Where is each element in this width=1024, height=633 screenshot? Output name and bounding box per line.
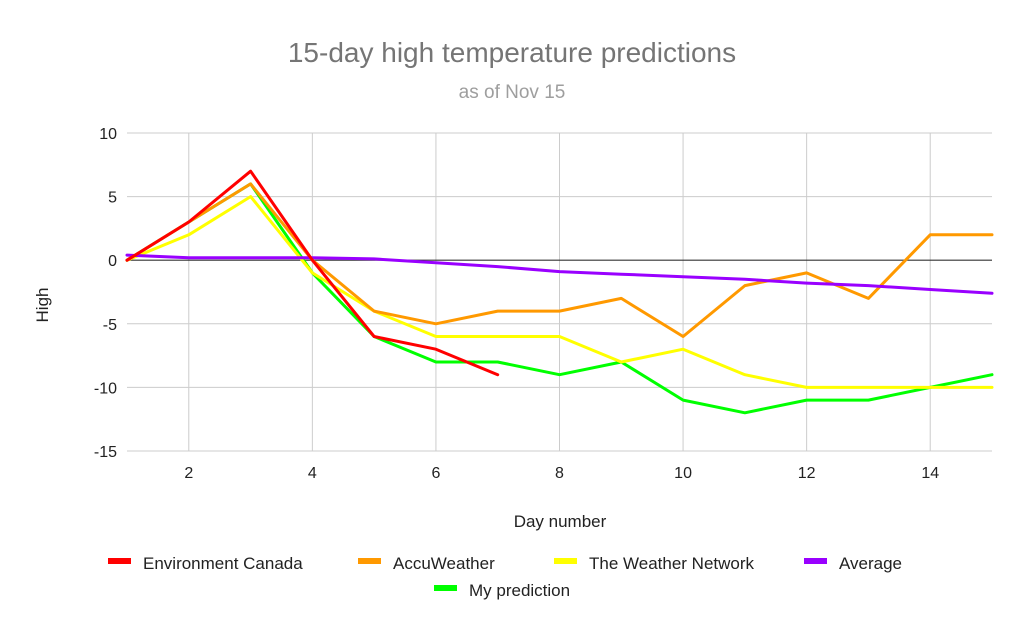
- series-line-the-weather-network: [125, 195, 994, 389]
- x-tick-label: 6: [431, 465, 440, 482]
- chart-title: 15-day high temperature predictions: [288, 37, 736, 68]
- y-tick-label: 5: [108, 190, 117, 207]
- legend-swatch-the-weather-network: [554, 558, 577, 564]
- x-tick-label: 10: [674, 465, 692, 482]
- series-lines: [125, 169, 994, 415]
- y-tick-label: -10: [94, 380, 117, 397]
- legend-label-accuweather: AccuWeather: [393, 554, 495, 573]
- x-tick-label: 2: [184, 465, 193, 482]
- chart-subtitle: as of Nov 15: [459, 82, 566, 103]
- legend-label-average: Average: [839, 554, 902, 573]
- y-tick-label: -5: [103, 317, 117, 334]
- grid: [127, 132, 992, 452]
- legend-label-environment-canada: Environment Canada: [143, 554, 303, 573]
- legend-swatch-my-prediction: [434, 585, 457, 591]
- legend-swatch-accuweather: [358, 558, 381, 564]
- x-tick-label: 12: [798, 465, 816, 482]
- y-tick-label: 10: [99, 126, 117, 143]
- y-tick-label: 0: [108, 253, 117, 270]
- legend: Environment Canada AccuWeather The Weather…: [108, 554, 902, 600]
- legend-label-my-prediction: My prediction: [469, 581, 570, 600]
- y-tick-label: -15: [94, 444, 117, 461]
- legend-swatch-average: [804, 558, 827, 564]
- series-line-accuweather: [125, 182, 994, 338]
- legend-swatch-environment-canada: [108, 558, 131, 564]
- x-axis-label: Day number: [514, 512, 607, 531]
- legend-label-the-weather-network: The Weather Network: [589, 554, 755, 573]
- axes: 10 5 0 -5 -10 -15 2 4 6 8 10 12 14: [94, 126, 992, 482]
- series-line-my-prediction: [125, 182, 994, 415]
- y-axis-label: High: [33, 288, 52, 323]
- x-tick-label: 4: [308, 465, 317, 482]
- series-line-environment-canada: [125, 169, 500, 377]
- x-tick-label: 14: [921, 465, 939, 482]
- series-line-average: [125, 253, 994, 295]
- x-tick-label: 8: [555, 465, 564, 482]
